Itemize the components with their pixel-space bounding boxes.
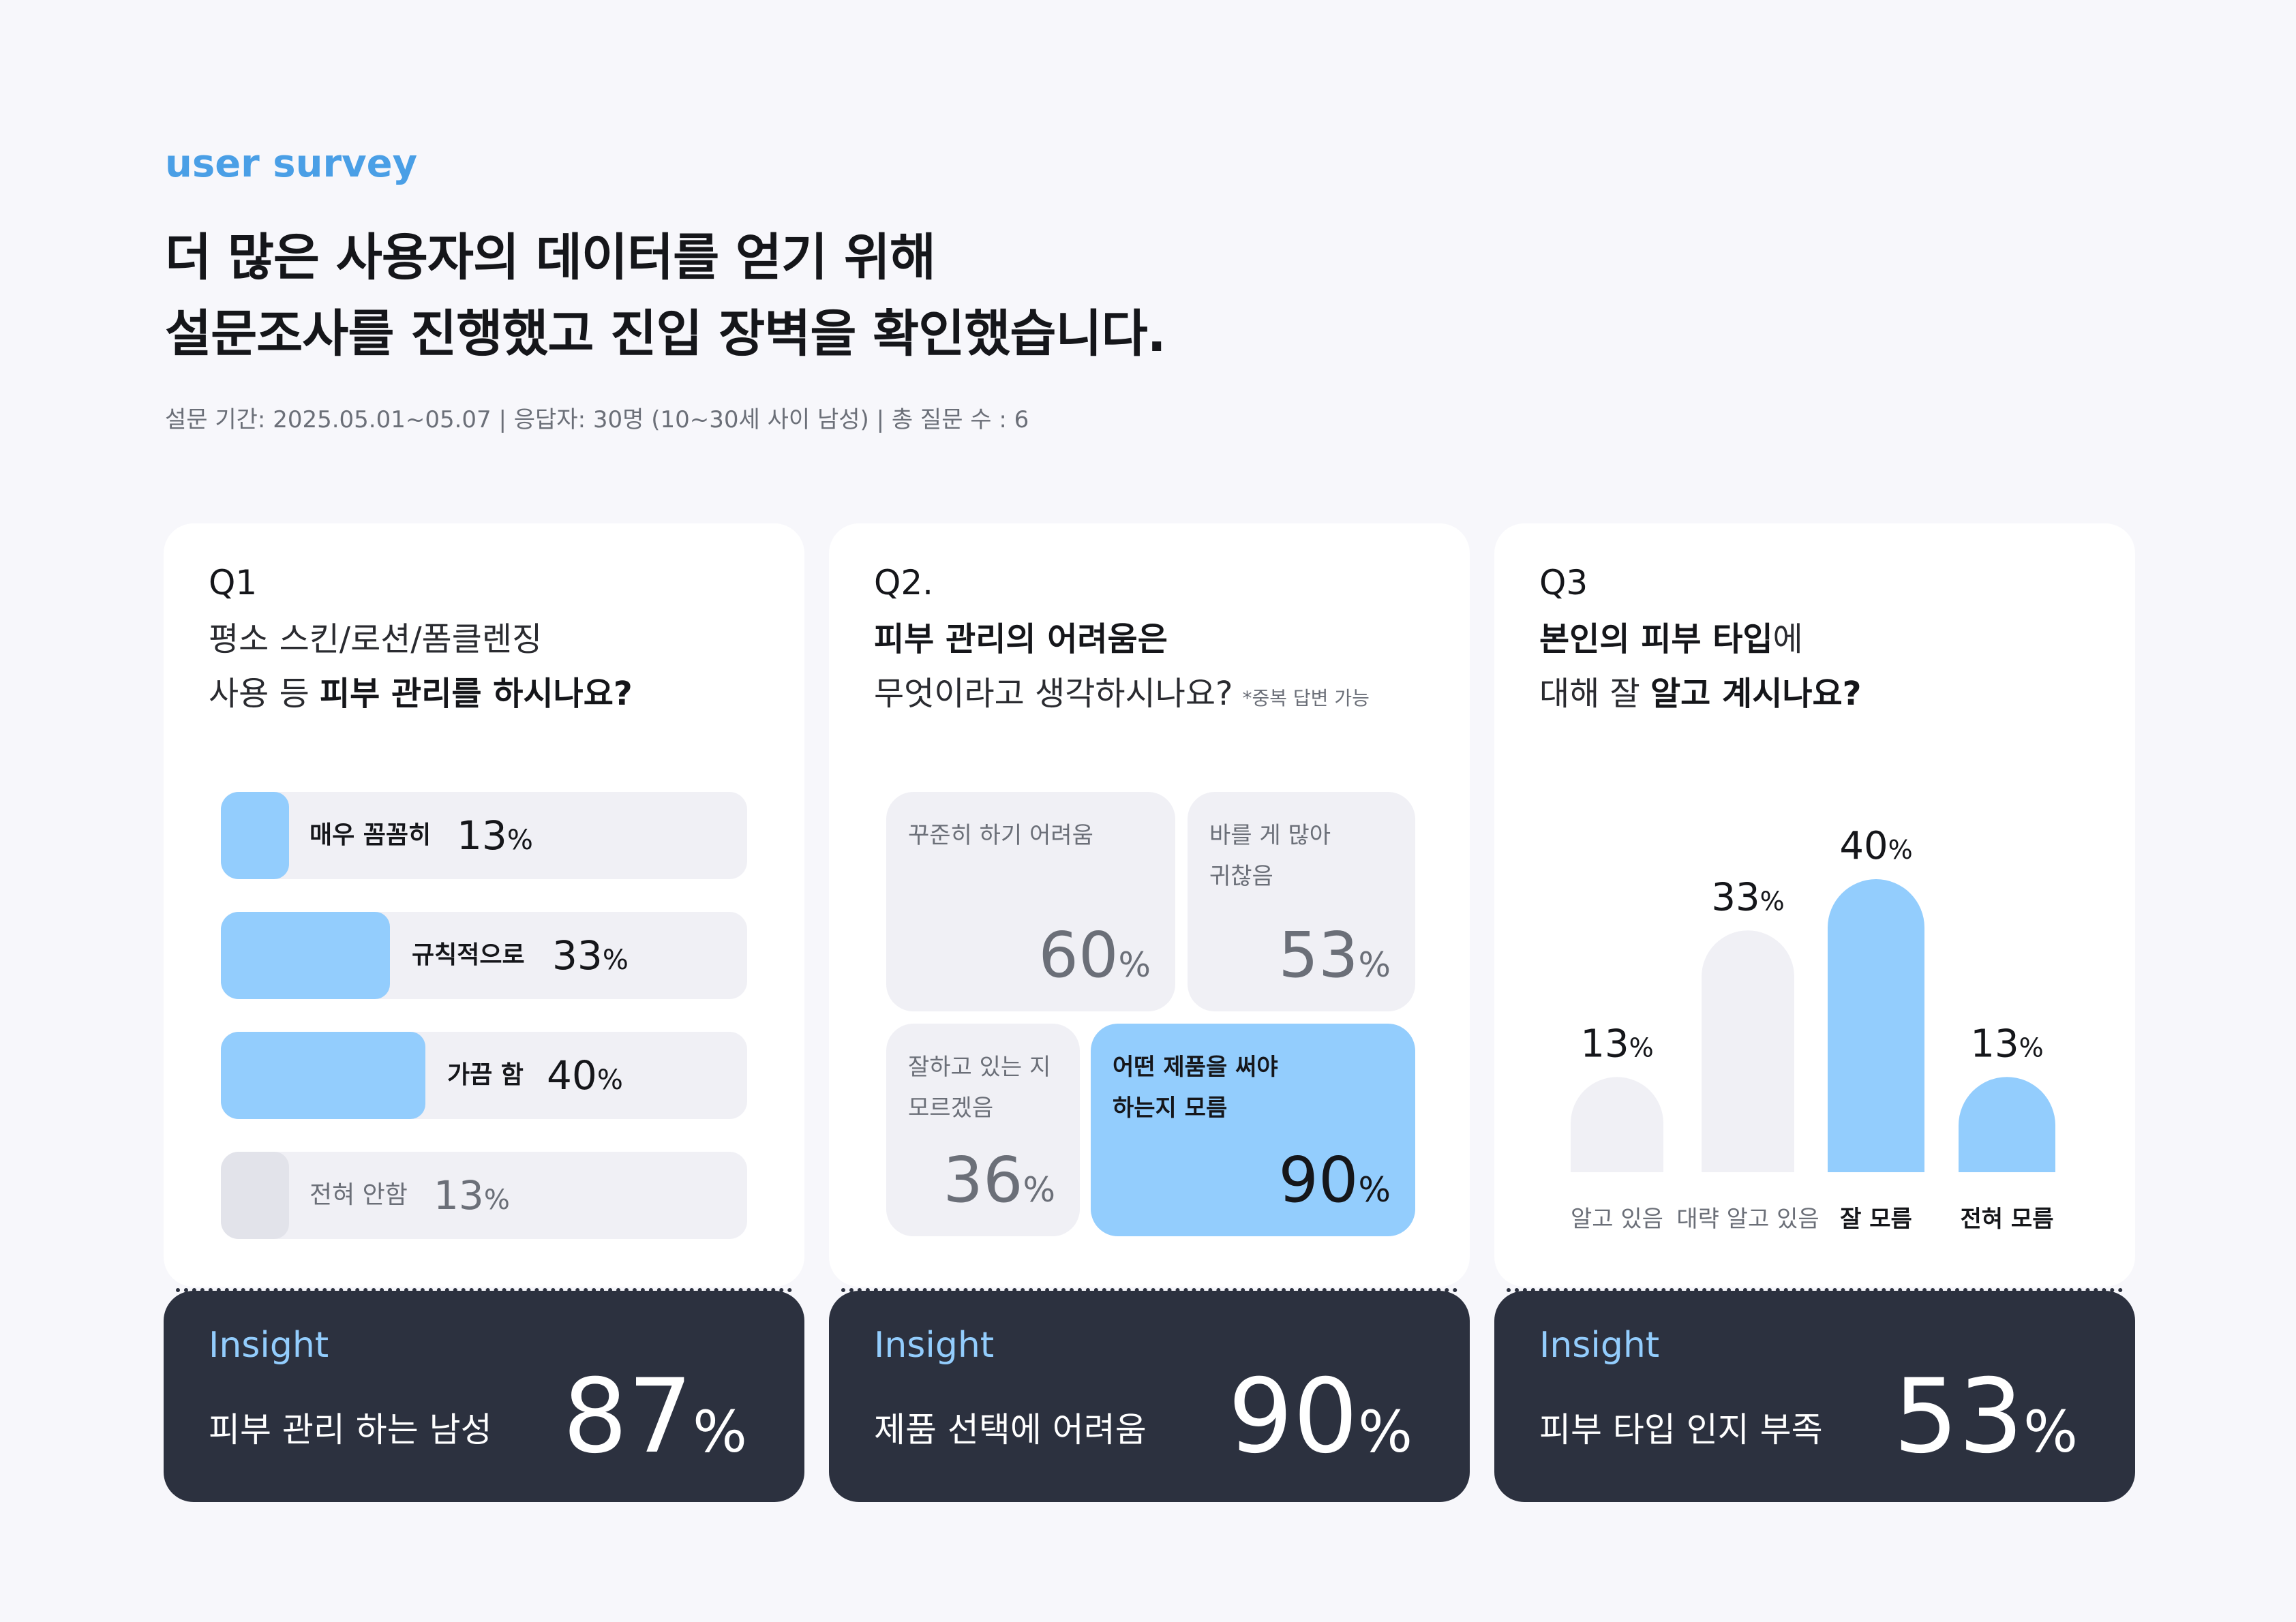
q1-option-3: 가끔 함 40% xyxy=(221,1032,747,1119)
insight-card-1: Insight 피부 관리 하는 남성 87% xyxy=(164,1288,804,1502)
q1-option-1-value: 13% xyxy=(457,812,533,859)
insight-1-divider xyxy=(176,1288,792,1294)
q3-bar-4-label: 전혀 모름 xyxy=(1961,1206,2054,1233)
q2-tile-4-label: 어떤 제품을 써야 하는지 모름 xyxy=(1113,1054,1278,1122)
q1-option-3-fill xyxy=(221,1032,425,1119)
q2-number: Q2. xyxy=(874,563,934,602)
q1-line-2-pre: 사용 등 xyxy=(209,675,320,713)
q1-number: Q1 xyxy=(209,563,258,602)
q3-question: 본인의 피부 타입에 대해 잘 알고 계시나요? xyxy=(1539,612,1862,721)
insight-1-value: 87% xyxy=(562,1358,747,1476)
q2-question: 피부 관리의 어려움은 무엇이라고 생각하시나요? *중복 답변 가능 xyxy=(874,612,1370,726)
q1-option-2-value: 33% xyxy=(552,932,629,979)
survey-meta: 설문 기간: 2025.05.01~05.07 | 응답자: 30명 (10~3… xyxy=(165,406,1029,433)
q2-tile-2-label: 바를 게 많아 귀찮음 xyxy=(1209,822,1331,890)
q3-bar-1 xyxy=(1571,1077,1663,1172)
insight-3-value: 53% xyxy=(1893,1358,2078,1476)
q2-tile-2: 바를 게 많아 귀찮음 53% xyxy=(1188,792,1415,1011)
q3-bar-2-value: 33% xyxy=(1711,875,1784,919)
q2-tile-3: 잘하고 있는 지 모르겠음 36% xyxy=(886,1024,1080,1236)
q1-option-4: 전혀 안함 13% xyxy=(221,1152,747,1239)
q2-tile-4: 어떤 제품을 써야 하는지 모름 90% xyxy=(1091,1024,1415,1236)
q1-option-2-fill xyxy=(221,912,390,999)
headline-line-2: 설문조사를 진행했고 진입 장벽을 확인했습니다. xyxy=(165,305,1166,363)
q2-tile-3-label: 잘하고 있는 지 모르겠음 xyxy=(908,1054,1051,1122)
q2-tile-4-value: 90% xyxy=(1278,1144,1391,1216)
insight-2-value: 90% xyxy=(1228,1358,1413,1476)
q2-line-1: 피부 관리의 어려움은 xyxy=(874,620,1168,658)
q3-bar-1-value: 13% xyxy=(1580,1022,1653,1066)
q1-line-2-bold: 피부 관리를 하시나요? xyxy=(320,675,633,713)
q3-bar-2 xyxy=(1702,930,1794,1172)
q1-option-2: 규칙적으로 33% xyxy=(221,912,747,999)
q1-option-3-value: 40% xyxy=(547,1052,623,1099)
q2-tile-1: 꾸준히 하기 어려움 60% xyxy=(886,792,1175,1011)
q3-line-1: 본인의 피부 타입에 xyxy=(1539,620,1803,658)
insight-2-text: 제품 선택에 어려움 xyxy=(874,1410,1147,1450)
q3-bar-4 xyxy=(1959,1077,2055,1172)
q1-question: 평소 스킨/로션/폼클렌징 사용 등 피부 관리를 하시나요? xyxy=(209,612,633,721)
q3-bar-2-label: 대략 알고 있음 xyxy=(1676,1206,1819,1233)
q1-option-1-label: 매우 꼼꼼히 xyxy=(309,821,432,849)
q3-bar-3-value: 40% xyxy=(1839,824,1912,868)
insight-3-divider xyxy=(1507,1288,2123,1294)
q3-bar-1-label: 알고 있음 xyxy=(1571,1206,1663,1233)
q3-number: Q3 xyxy=(1539,563,1588,602)
insight-1-title: Insight xyxy=(209,1325,329,1366)
q1-card: Q1 평소 스킨/로션/폼클렌징 사용 등 피부 관리를 하시나요? 매우 꼼꼼… xyxy=(164,523,804,1287)
q2-line-2: 무엇이라고 생각하시나요? *중복 답변 가능 xyxy=(874,675,1370,713)
insight-2-divider xyxy=(841,1288,1457,1294)
eyebrow-label: user survey xyxy=(165,142,418,186)
insight-card-3: Insight 피부 타입 인지 부족 53% xyxy=(1494,1288,2135,1502)
q1-option-3-label: 가끔 함 xyxy=(447,1061,524,1089)
q2-tile-3-value: 36% xyxy=(943,1144,1055,1216)
q3-card: Q3 본인의 피부 타입에 대해 잘 알고 계시나요? 13% 알고 있음 33% 대… xyxy=(1494,523,2135,1287)
q1-line-2: 사용 등 피부 관리를 하시나요? xyxy=(209,667,633,721)
q1-line-1: 평소 스킨/로션/폼클렌징 xyxy=(209,620,543,658)
q2-card: Q2. 피부 관리의 어려움은 무엇이라고 생각하시나요? *중복 답변 가능 꾸… xyxy=(829,523,1470,1287)
q3-bar-4-value: 13% xyxy=(1970,1022,2043,1066)
q1-option-4-value: 13% xyxy=(434,1172,510,1219)
q3-bar-3-label: 잘 모름 xyxy=(1840,1206,1912,1233)
headline-line-1: 더 많은 사용자의 데이터를 얻기 위해 xyxy=(165,228,936,287)
q2-tile-2-value: 53% xyxy=(1278,919,1391,992)
q3-bar-chart: 13% 알고 있음 33% 대략 알고 있음 40% 잘 모름 13% 전혀 모름 xyxy=(1571,824,2055,1233)
page-headline: 더 많은 사용자의 데이터를 얻기 위해 설문조사를 진행했고 진입 장벽을 확… xyxy=(165,219,1166,372)
q3-line-2: 대해 잘 알고 계시나요? xyxy=(1539,675,1862,713)
q1-option-1-fill xyxy=(221,792,289,879)
q3-bar-3 xyxy=(1828,879,1924,1172)
q1-option-4-fill xyxy=(221,1152,289,1239)
insight-3-text: 피부 타입 인지 부족 xyxy=(1539,1410,1823,1450)
q2-tile-1-label: 꾸준히 하기 어려움 xyxy=(908,822,1093,849)
insight-card-2: Insight 제품 선택에 어려움 90% xyxy=(829,1288,1470,1502)
insight-1-text: 피부 관리 하는 남성 xyxy=(209,1410,492,1450)
q1-option-4-label: 전혀 안함 xyxy=(309,1181,408,1209)
insight-3-title: Insight xyxy=(1539,1325,1660,1366)
q1-option-1: 매우 꼼꼼히 13% xyxy=(221,792,747,879)
q1-option-2-label: 규칙적으로 xyxy=(412,941,525,969)
q2-note: *중복 답변 가능 xyxy=(1242,687,1370,709)
insight-2-title: Insight xyxy=(874,1325,995,1366)
q2-tile-1-value: 60% xyxy=(1038,919,1151,992)
